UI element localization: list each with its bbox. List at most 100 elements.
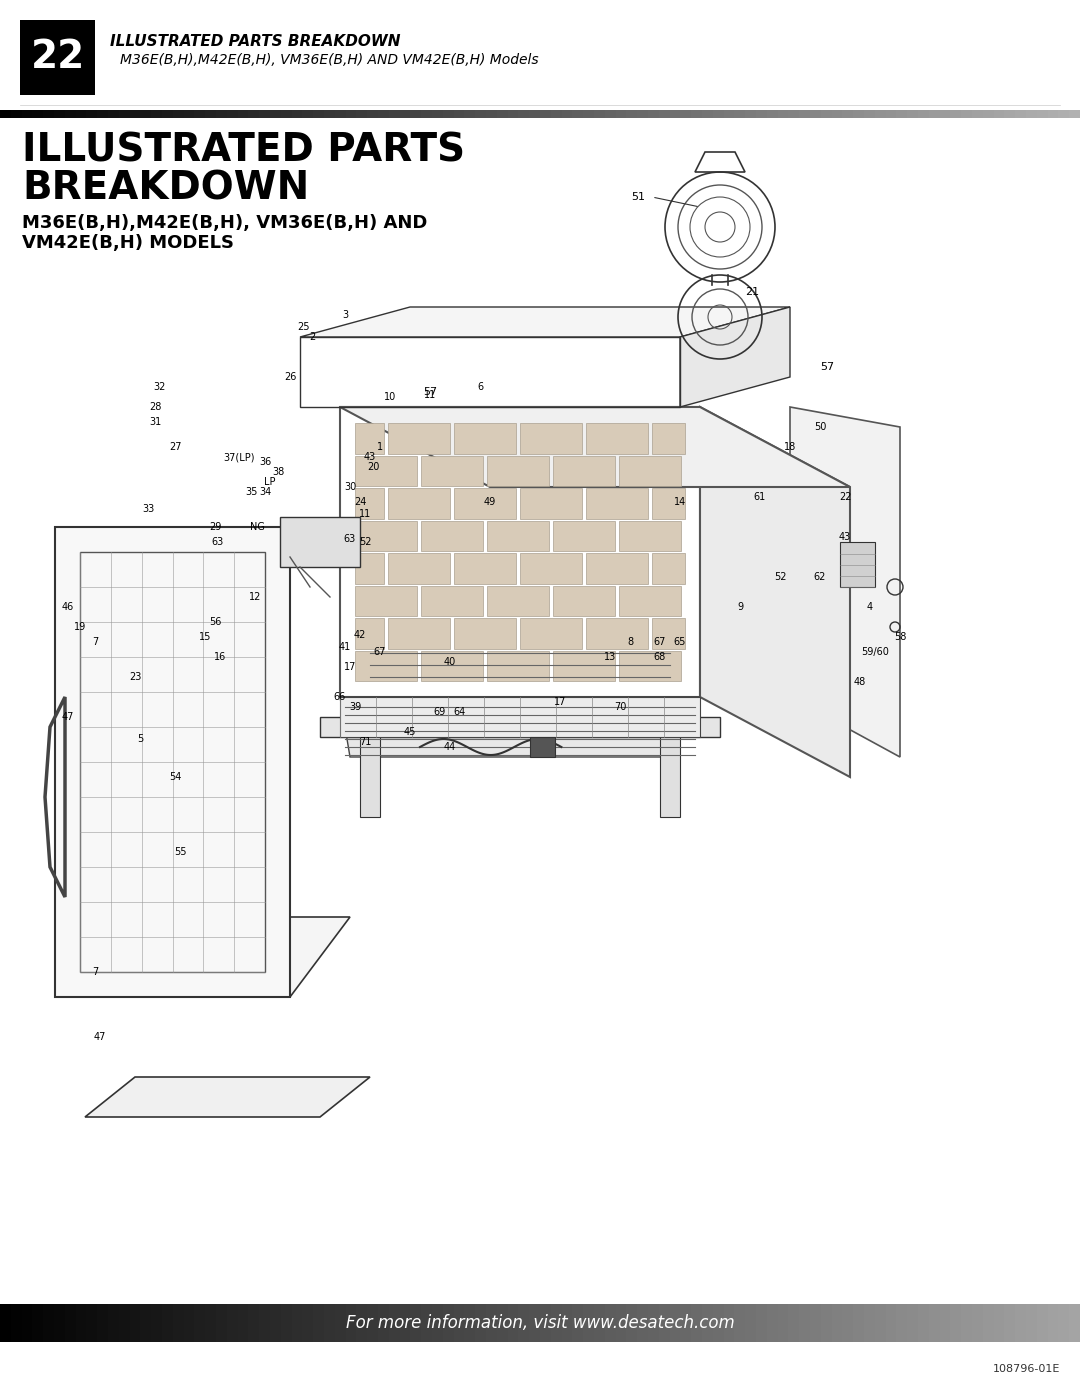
Text: 43: 43 <box>839 532 851 542</box>
Bar <box>702 1303 714 1343</box>
Bar <box>778 1303 789 1343</box>
Text: 29: 29 <box>208 522 221 532</box>
Bar <box>184 1303 195 1343</box>
Bar <box>443 110 455 117</box>
Bar <box>497 1303 509 1343</box>
Bar <box>205 110 217 117</box>
Bar <box>421 110 433 117</box>
Bar <box>313 110 325 117</box>
Bar <box>388 617 450 648</box>
Bar <box>713 110 725 117</box>
Bar <box>43 1303 55 1343</box>
Bar <box>400 110 411 117</box>
Bar <box>432 110 444 117</box>
Polygon shape <box>320 717 720 738</box>
Bar <box>961 1303 973 1343</box>
Bar <box>983 110 995 117</box>
Text: 64: 64 <box>454 707 467 717</box>
Bar <box>994 110 1005 117</box>
Bar <box>767 110 779 117</box>
Bar <box>1015 110 1027 117</box>
Bar <box>270 110 282 117</box>
Bar <box>389 110 401 117</box>
Bar <box>108 110 120 117</box>
Text: 11: 11 <box>423 390 436 400</box>
Bar <box>162 110 174 117</box>
Bar <box>626 110 638 117</box>
Bar <box>65 1303 77 1343</box>
Bar <box>929 110 941 117</box>
Bar <box>346 110 357 117</box>
Bar <box>464 110 476 117</box>
Text: 47: 47 <box>94 1032 106 1042</box>
Bar <box>302 110 314 117</box>
Bar <box>648 110 660 117</box>
Bar <box>194 1303 206 1343</box>
Bar <box>184 110 195 117</box>
Bar <box>994 110 1005 117</box>
Bar <box>280 517 360 567</box>
Bar <box>11 110 23 117</box>
Text: 34: 34 <box>259 488 271 497</box>
Bar <box>356 110 368 117</box>
Text: 49: 49 <box>484 497 496 507</box>
Bar <box>238 110 249 117</box>
Bar <box>486 1303 498 1343</box>
Text: 67: 67 <box>653 637 666 647</box>
Bar <box>11 1303 23 1343</box>
Text: 6: 6 <box>477 381 483 393</box>
Bar <box>421 651 483 680</box>
Bar <box>724 110 735 117</box>
Bar <box>572 110 584 117</box>
Bar <box>652 488 685 518</box>
Bar <box>562 1303 573 1343</box>
Text: 50: 50 <box>814 422 826 432</box>
Bar <box>86 110 98 117</box>
Bar <box>270 110 282 117</box>
Bar <box>410 110 422 117</box>
Text: 7: 7 <box>92 967 98 977</box>
Polygon shape <box>55 916 350 997</box>
Bar <box>475 1303 487 1343</box>
Bar <box>1048 1303 1059 1343</box>
Bar <box>389 110 401 117</box>
Text: ILLUSTRATED PARTS BREAKDOWN: ILLUSTRATED PARTS BREAKDOWN <box>110 35 401 49</box>
Bar <box>324 1303 336 1343</box>
Bar <box>32 1303 44 1343</box>
Text: 70: 70 <box>613 703 626 712</box>
Bar <box>454 488 516 518</box>
Text: 45: 45 <box>404 726 416 738</box>
Bar <box>767 110 779 117</box>
Bar <box>65 110 77 117</box>
Text: 15: 15 <box>199 631 212 643</box>
Bar <box>1015 1303 1027 1343</box>
Bar <box>810 110 822 117</box>
Bar <box>1026 1303 1038 1343</box>
Bar <box>734 1303 746 1343</box>
Text: 54: 54 <box>168 773 181 782</box>
Bar <box>227 110 239 117</box>
Text: 33: 33 <box>143 504 156 514</box>
Bar <box>302 1303 314 1343</box>
Bar <box>238 110 249 117</box>
Text: M36E(B,H),M42E(B,H), VM36E(B,H) AND: M36E(B,H),M42E(B,H), VM36E(B,H) AND <box>22 214 428 232</box>
Bar <box>80 552 265 972</box>
Bar <box>367 110 379 117</box>
Text: 17: 17 <box>554 697 566 707</box>
Text: 67: 67 <box>374 647 387 657</box>
Bar <box>355 488 384 518</box>
Bar <box>43 110 55 117</box>
Bar <box>32 110 44 117</box>
Bar <box>140 110 152 117</box>
Text: 51: 51 <box>631 191 645 203</box>
Bar <box>896 110 908 117</box>
Bar <box>54 1303 66 1343</box>
Text: 8: 8 <box>626 637 633 647</box>
Bar <box>238 1303 249 1343</box>
Bar <box>486 110 498 117</box>
Bar <box>355 455 417 486</box>
Bar <box>421 1303 433 1343</box>
Bar <box>518 110 530 117</box>
Bar <box>864 1303 876 1343</box>
Bar <box>22 110 33 117</box>
